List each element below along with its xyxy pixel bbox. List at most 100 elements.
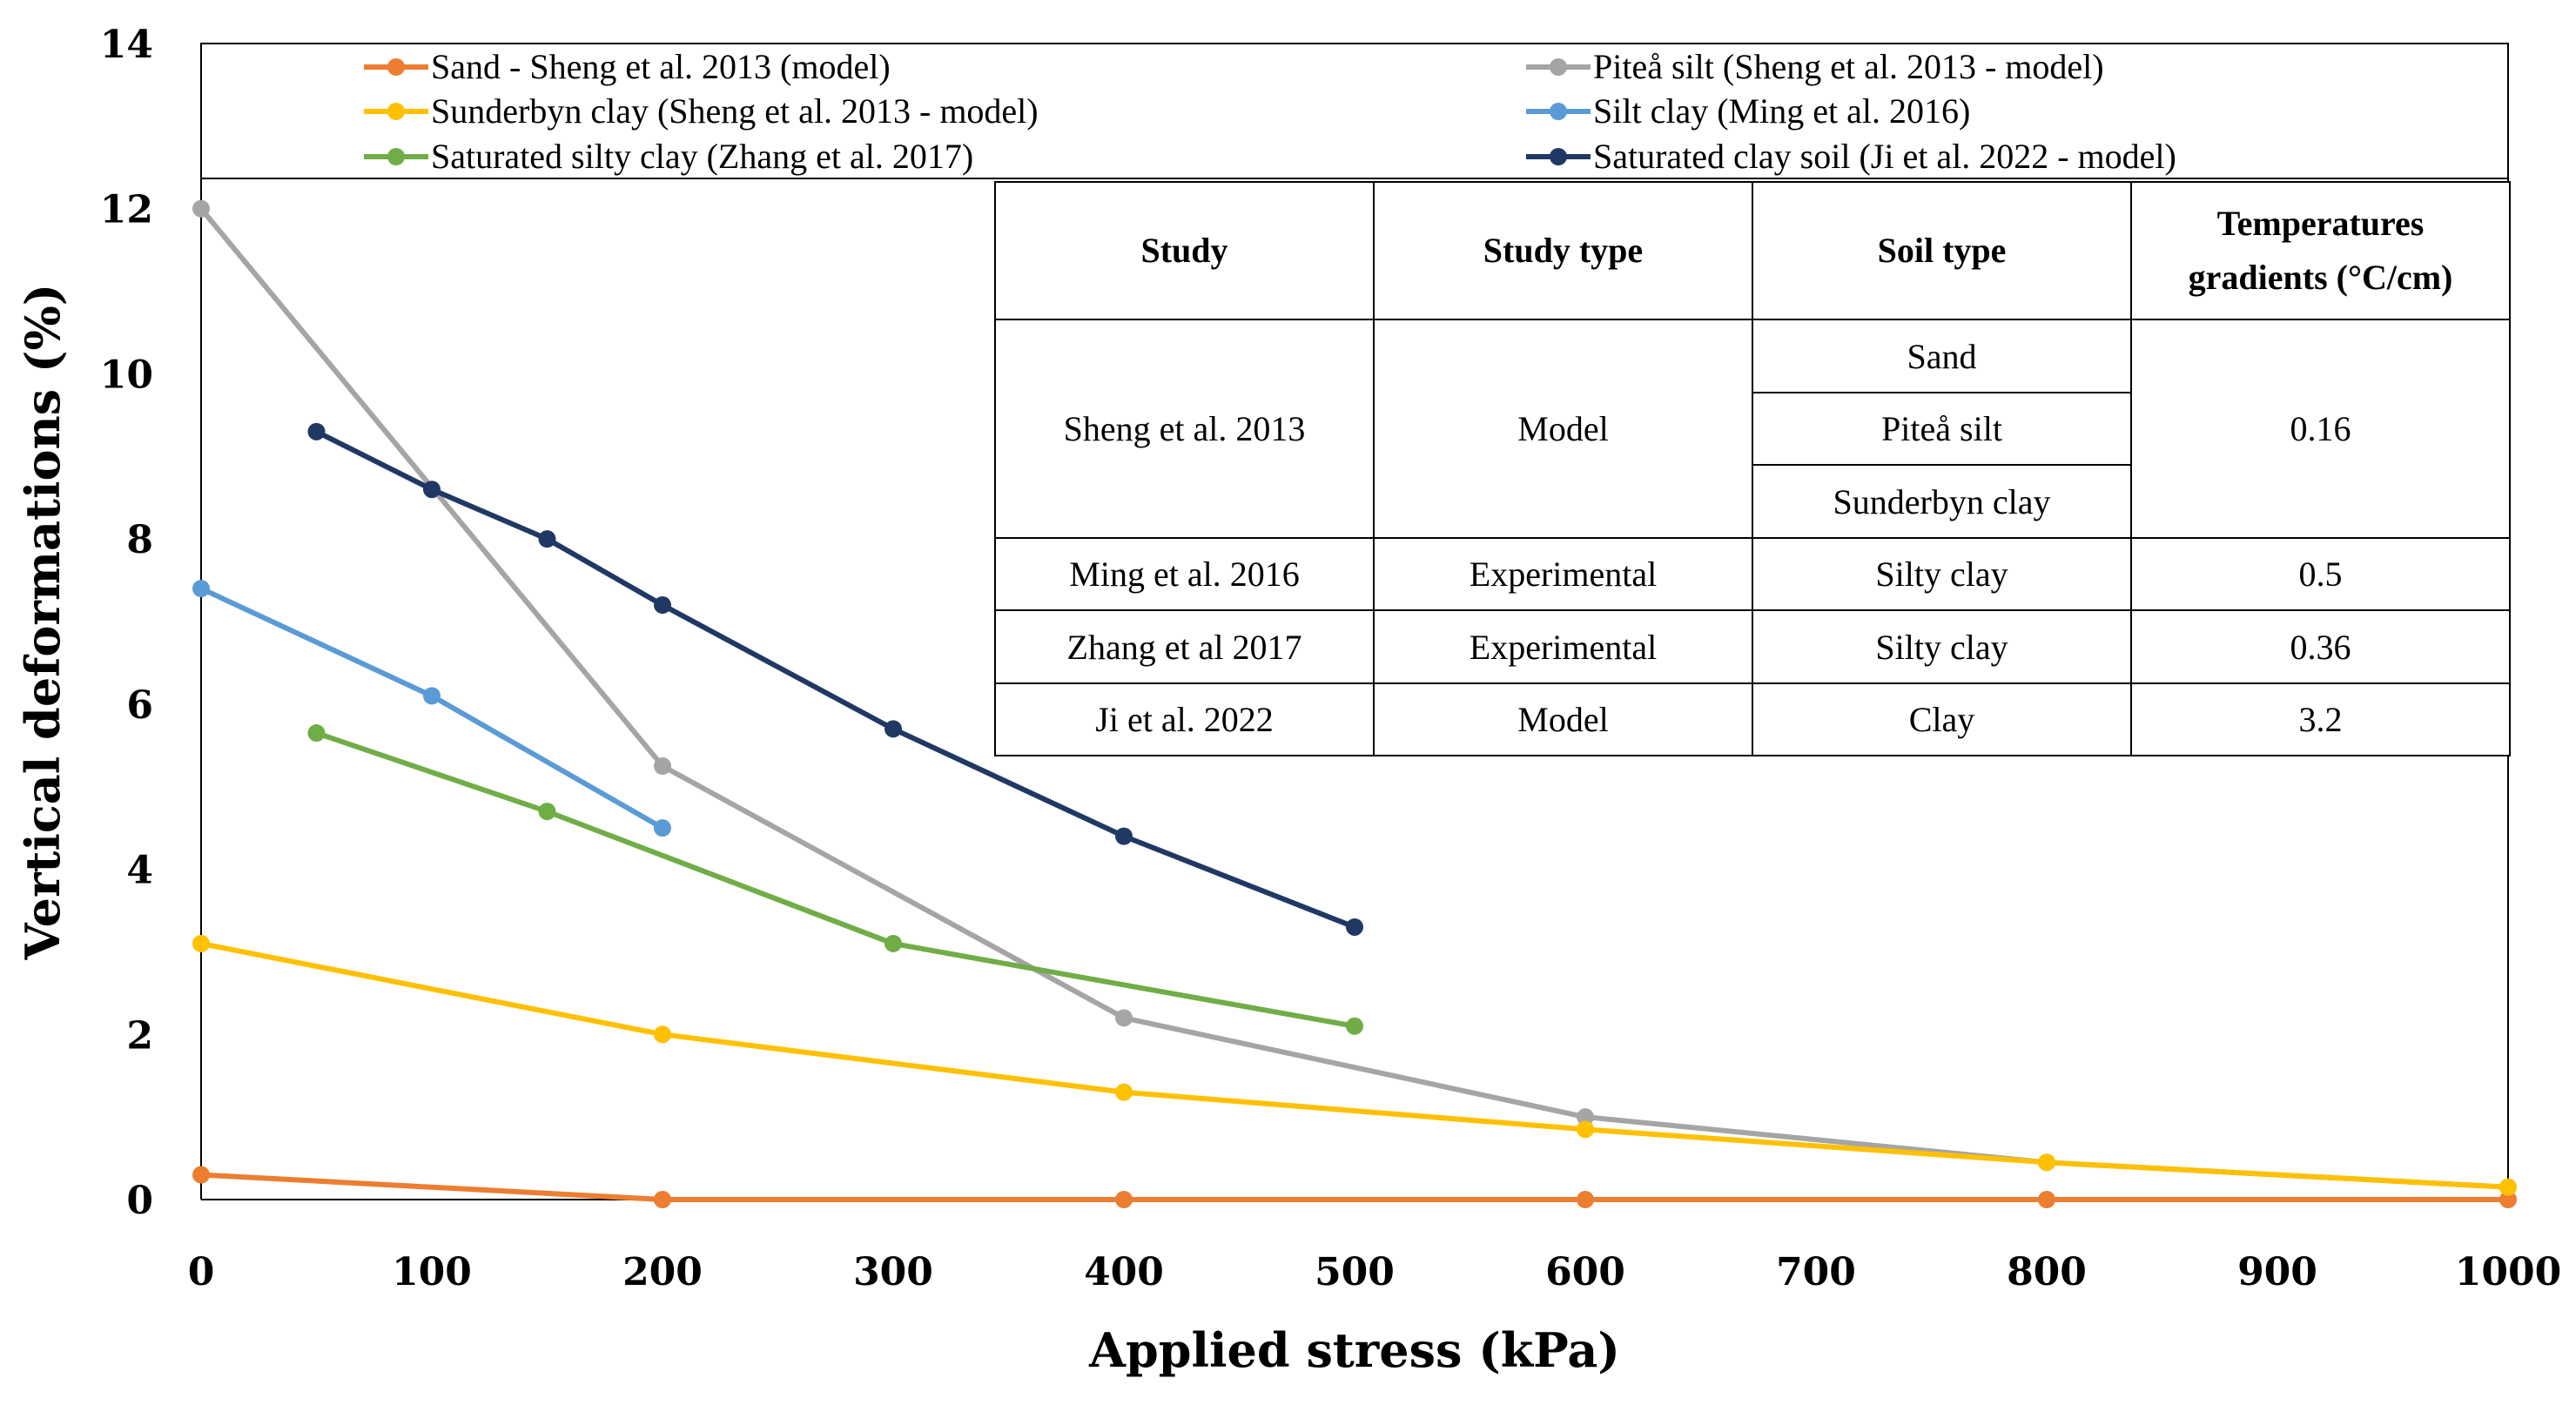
- legend-marker: [387, 148, 405, 165]
- x-tick-label: 0: [188, 1250, 215, 1294]
- data-point: [538, 803, 556, 821]
- x-tick-label: 400: [1084, 1250, 1164, 1294]
- data-point: [192, 199, 210, 218]
- x-tick-label: 100: [392, 1250, 472, 1294]
- table-header-study: Study: [994, 181, 1375, 320]
- data-point: [884, 720, 902, 738]
- data-point: [2038, 1191, 2055, 1208]
- series-4: [192, 580, 671, 837]
- y-tick-label: 6: [126, 683, 153, 728]
- data-point: [423, 687, 441, 705]
- y-tick-label: 0: [126, 1179, 153, 1223]
- data-point: [1346, 1017, 1363, 1035]
- data-point: [1115, 827, 1133, 845]
- legend-marker: [1550, 103, 1567, 120]
- series-line: [200, 940, 2509, 1190]
- y-tick-label: 4: [126, 849, 153, 893]
- legend-box: [200, 43, 2509, 179]
- table-cell-gradient: 0.16: [2130, 319, 2511, 539]
- y-tick-label: 12: [100, 188, 153, 232]
- data-point: [654, 757, 671, 775]
- legend-marker: [387, 58, 405, 76]
- table-cell-soil: Clay: [1752, 682, 2132, 756]
- table-row: Sunderbyn clay: [995, 464, 2510, 539]
- data-point: [192, 934, 210, 952]
- legend-entry: Saturated clay soil (Ji et al. 2022 - mo…: [1593, 137, 2176, 176]
- table-row: Zhang et al 2017 Experimental Silty clay…: [994, 609, 2511, 684]
- data-point: [654, 819, 671, 837]
- data-point: [1577, 1120, 1594, 1139]
- x-tick-label: 800: [2007, 1250, 2087, 1294]
- legend-marker: [1550, 148, 1567, 165]
- series-6: [307, 422, 1363, 936]
- y-tick-label: 8: [126, 518, 153, 562]
- table-row: Piteå silt: [995, 392, 2510, 466]
- table-cell-type: Model: [1373, 682, 1753, 756]
- data-point: [2038, 1153, 2055, 1172]
- table-cell-type: Experimental: [1373, 537, 1753, 611]
- data-point: [1115, 1083, 1133, 1101]
- table-cell-type: Experimental: [1373, 609, 1753, 684]
- data-point: [884, 934, 902, 952]
- y-axis-title: Vertical deformations (%): [15, 284, 71, 961]
- table-row: Sheng et al. 2013 Model Sand 0.16: [994, 319, 2511, 539]
- x-tick-label: 200: [622, 1250, 703, 1294]
- table-cell-soil: Piteå silt: [1752, 392, 2132, 466]
- table-cell-soil: Silty clay: [1752, 609, 2132, 684]
- table-cell-soil: Sand: [1752, 319, 2132, 393]
- data-point: [1577, 1191, 1594, 1208]
- table-cell-gradient: 3.2: [2130, 682, 2511, 756]
- series-3: [192, 934, 2517, 1196]
- table-cell-study: Zhang et al 2017: [994, 609, 1375, 684]
- table-header-row: Study Study type Soil type Temperatures …: [994, 181, 2511, 320]
- series-5: [307, 724, 1363, 1035]
- data-point: [1577, 1108, 1594, 1126]
- x-tick-label: 300: [853, 1250, 933, 1294]
- table-header-soil-type: Soil type: [1752, 181, 2132, 320]
- x-tick-label: 600: [1545, 1250, 1625, 1294]
- data-point: [654, 1191, 671, 1208]
- study-table: Study Study type Soil type Temperatures …: [994, 181, 2511, 756]
- data-point: [307, 724, 326, 743]
- data-point: [654, 1025, 671, 1044]
- x-axis-title: Applied stress (kPa): [1088, 1322, 1620, 1378]
- data-point: [1346, 918, 1363, 936]
- data-point: [192, 580, 210, 598]
- table-cell-soil: Silty clay: [1752, 537, 2132, 611]
- data-point: [1115, 1191, 1133, 1208]
- table-cell-study: Ji et al. 2022: [994, 682, 1375, 756]
- table-header-study-type: Study type: [1373, 181, 1753, 320]
- table-header-gradient: Temperatures gradients (°C/cm): [2130, 181, 2511, 320]
- table-cell-study: Sheng et al. 2013: [994, 319, 1375, 539]
- data-point: [307, 422, 326, 440]
- x-tick-label: 900: [2237, 1250, 2317, 1294]
- legend-entry: Silt clay (Ming et al. 2016): [1593, 91, 1970, 131]
- series-line: [200, 1172, 2508, 1202]
- table-cell-type: Model: [1373, 319, 1753, 539]
- data-point: [423, 481, 441, 499]
- y-tick-label: 10: [100, 353, 153, 397]
- series-line: [315, 730, 1355, 1029]
- series-line: [199, 586, 664, 830]
- series-1: [192, 1166, 2517, 1208]
- data-point: [2499, 1178, 2517, 1196]
- data-point: [1115, 1009, 1133, 1027]
- table-cell-gradient: 0.36: [2130, 609, 2511, 684]
- x-tick-label: 500: [1315, 1250, 1395, 1294]
- legend-marker: [1550, 58, 1567, 76]
- table-row: Ming et al. 2016 Experimental Silty clay…: [994, 537, 2511, 611]
- legend-entry: Piteå silt (Sheng et al. 2013 - model): [1593, 47, 2104, 86]
- table-cell-gradient: 0.5: [2130, 537, 2511, 611]
- data-point: [654, 596, 671, 615]
- data-point: [2499, 1191, 2517, 1208]
- legend-entry: Sand - Sheng et al. 2013 (model): [431, 47, 891, 86]
- table-cell-soil: Sunderbyn clay: [1752, 464, 2132, 539]
- x-tick-label: 1000: [2455, 1250, 2561, 1294]
- table-row: Ji et al. 2022 Model Clay 3.2: [994, 682, 2511, 756]
- legend-entry: Sunderbyn clay (Sheng et al. 2013 - mode…: [431, 91, 1039, 131]
- data-point: [538, 530, 556, 548]
- x-tick-label: 700: [1776, 1250, 1856, 1294]
- table-cell-study: Ming et al. 2016: [994, 537, 1375, 611]
- y-tick-label: 2: [126, 1013, 153, 1058]
